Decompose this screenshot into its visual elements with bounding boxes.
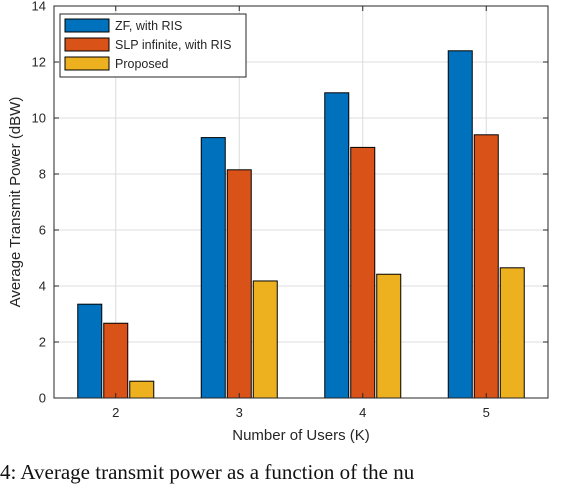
- bar: [473, 134, 499, 399]
- y-tick-label: 8: [39, 167, 46, 182]
- x-tick-label: 3: [236, 405, 243, 420]
- bar: [77, 303, 103, 399]
- figure-caption: 4: Average transmit power as a function …: [0, 460, 415, 484]
- bar: [200, 137, 226, 399]
- bar: [103, 322, 129, 399]
- x-tick-label: 2: [112, 405, 119, 420]
- y-tick-label: 12: [32, 55, 46, 70]
- bar: [324, 92, 350, 399]
- legend-entry: ZF, with RIS: [115, 19, 182, 33]
- y-tick-label: 14: [32, 0, 46, 14]
- y-tick-label: 6: [39, 223, 46, 238]
- x-tick-label: 5: [483, 405, 490, 420]
- legend: ZF, with RIS SLP infinite, with RIS Propos…: [59, 13, 247, 78]
- bar: [376, 273, 402, 399]
- y-tick-label: 4: [39, 279, 46, 294]
- y-tick-label: 0: [39, 391, 46, 406]
- x-axis-label: Number of Users (K): [232, 427, 370, 444]
- bar: [447, 50, 473, 399]
- bars: [77, 50, 525, 399]
- legend-entry: SLP infinite, with RIS: [115, 38, 232, 52]
- legend-entry: Proposed: [115, 57, 169, 71]
- y-tick-label: 2: [39, 335, 46, 350]
- legend-swatch: [64, 56, 110, 71]
- bar: [252, 280, 278, 399]
- x-tick-label: 4: [359, 405, 366, 420]
- axes: 0 2 4 6 8 10 12 14 2 3 4 5 Number of Users (K) Averag…: [7, 0, 549, 444]
- bar: [350, 146, 376, 399]
- plot-area-border: [53, 5, 549, 399]
- bar: [499, 267, 525, 399]
- y-axis-label: Average Transmit Power (dBW): [7, 97, 24, 308]
- legend-swatch: [64, 37, 110, 52]
- y-tick-label: 10: [32, 111, 46, 126]
- bar: [226, 169, 252, 399]
- legend-swatch: [64, 18, 110, 33]
- bar: [129, 380, 155, 399]
